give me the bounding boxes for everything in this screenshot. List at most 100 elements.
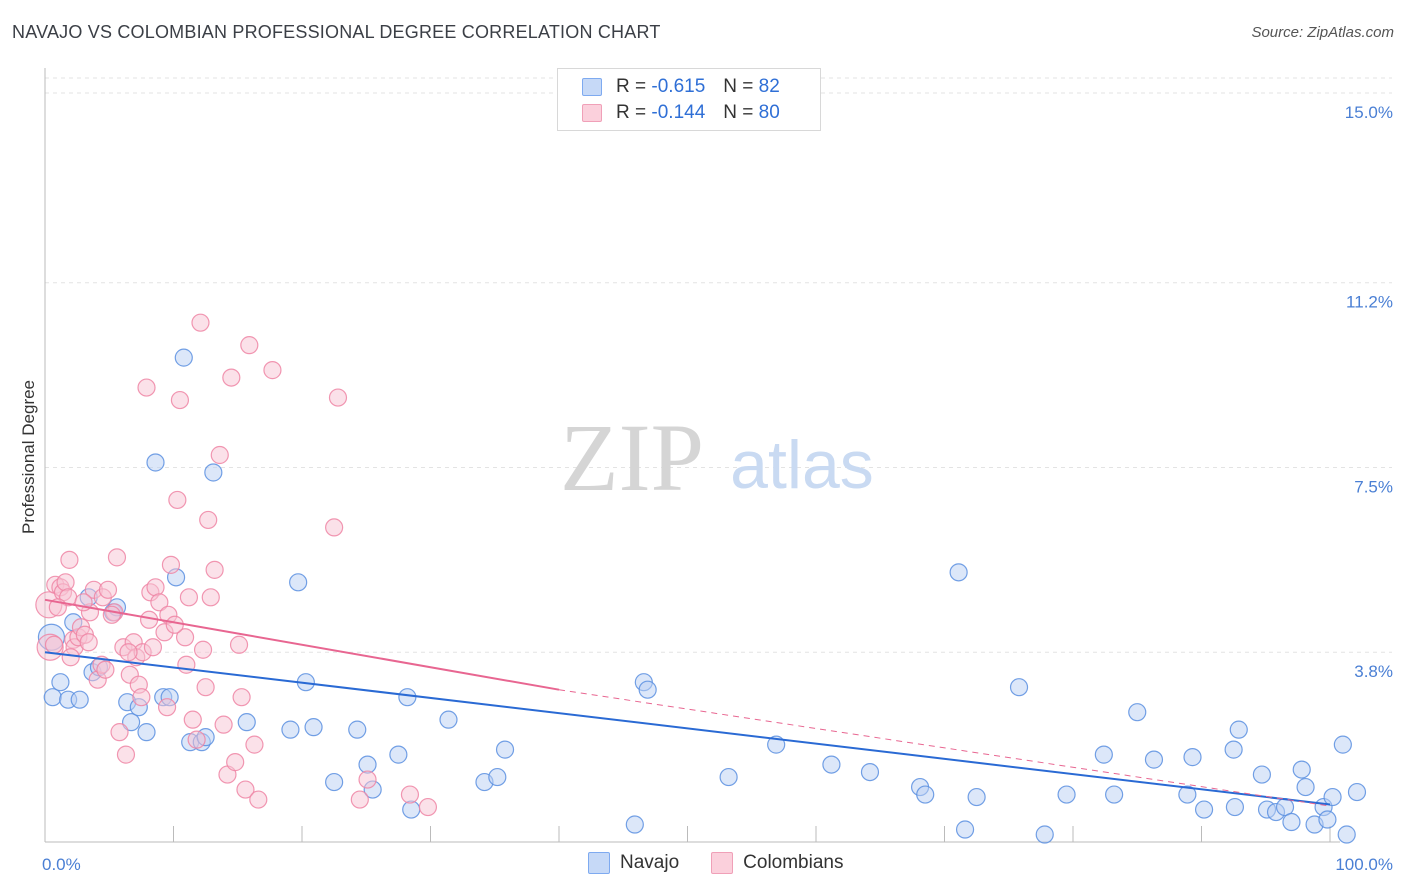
legend-item-navajo[interactable]: Navajo bbox=[588, 852, 679, 874]
colombians-point bbox=[170, 390, 190, 410]
navajo-point bbox=[1183, 748, 1202, 767]
navajo-point bbox=[1292, 760, 1311, 779]
colombians-point bbox=[358, 770, 377, 789]
navajo-point bbox=[638, 680, 657, 699]
y-tick-label: 3.8% bbox=[1354, 662, 1393, 681]
r-value: -0.144 bbox=[651, 102, 706, 123]
r-value: -0.615 bbox=[651, 76, 706, 97]
navajo-point bbox=[402, 800, 421, 819]
colombians-point bbox=[226, 753, 245, 772]
colombians-point bbox=[205, 560, 224, 579]
navajo-legend-label: Navajo bbox=[620, 852, 680, 873]
navajo-point bbox=[1144, 750, 1164, 769]
colombians-trend-extension bbox=[558, 689, 1331, 807]
y-axis-tick-labels: 3.8% 7.5% 11.2% 15.0% bbox=[1345, 103, 1393, 681]
colombians-point bbox=[107, 548, 127, 567]
navajo-point bbox=[625, 815, 644, 834]
navajo-point bbox=[1178, 785, 1197, 804]
colombians-point bbox=[61, 648, 80, 667]
colombians-point bbox=[150, 593, 169, 612]
colombians-point bbox=[44, 635, 64, 654]
colombians-point bbox=[201, 588, 220, 607]
colombians-point bbox=[187, 730, 206, 749]
navajo-point bbox=[1009, 678, 1029, 697]
n-label: N = bbox=[723, 76, 754, 97]
colombians-point bbox=[79, 633, 98, 652]
stats-legend: R = -0.615 N = 82 R = -0.144 N = 80 bbox=[557, 68, 821, 131]
colombians-point bbox=[157, 698, 177, 717]
colombians-point bbox=[418, 797, 438, 817]
navajo-point bbox=[1296, 777, 1315, 797]
colombians-point bbox=[143, 638, 163, 657]
colombians-point bbox=[328, 388, 348, 407]
colombians-point bbox=[193, 640, 213, 659]
colombians-point bbox=[325, 518, 344, 537]
navajo-swatch bbox=[582, 78, 602, 96]
navajo-point bbox=[281, 720, 300, 739]
colombians-point bbox=[110, 723, 129, 742]
legend-row-colombians: R = -0.144 N = 80 bbox=[582, 101, 780, 125]
navajo-point bbox=[304, 718, 323, 737]
colombians-legend-swatch bbox=[711, 852, 734, 874]
colombians-point bbox=[56, 573, 75, 592]
watermark-atlas: atlas bbox=[730, 427, 874, 503]
colombians-point bbox=[161, 555, 181, 574]
colombians-point bbox=[168, 490, 187, 510]
navajo-point bbox=[204, 463, 223, 482]
navajo-point bbox=[949, 563, 968, 582]
n-value: 80 bbox=[758, 102, 780, 123]
colombians-point bbox=[263, 361, 282, 380]
navajo-point bbox=[1282, 812, 1301, 832]
colombians-point bbox=[98, 580, 118, 599]
navajo-point bbox=[967, 787, 986, 807]
navajo-point bbox=[70, 690, 89, 709]
navajo-point bbox=[1105, 785, 1124, 804]
navajo-point bbox=[146, 453, 165, 472]
colombians-point bbox=[245, 735, 264, 754]
colombians-point bbox=[165, 615, 184, 634]
legend-row-navajo: R = -0.615 N = 82 bbox=[582, 75, 780, 99]
navajo-point bbox=[1194, 800, 1214, 819]
navajo-point bbox=[1094, 745, 1113, 764]
n-value: 82 bbox=[758, 76, 780, 97]
colombians-point bbox=[232, 688, 251, 707]
colombians-point bbox=[199, 510, 218, 530]
navajo-point bbox=[439, 710, 458, 729]
navajo-point bbox=[822, 755, 841, 774]
colombians-point bbox=[175, 628, 195, 647]
colombians-point bbox=[210, 445, 229, 465]
colombians-point bbox=[222, 368, 241, 387]
navajo-point bbox=[1057, 785, 1076, 804]
navajo-point bbox=[348, 720, 367, 739]
navajo-point bbox=[325, 772, 344, 792]
colombians-point bbox=[236, 780, 255, 799]
y-axis-label: Professional Degree bbox=[19, 380, 38, 534]
navajo-point bbox=[1035, 825, 1054, 844]
x-tick-label-max: 100.0% bbox=[1335, 855, 1393, 874]
navajo-point bbox=[51, 673, 70, 692]
y-tick-label: 15.0% bbox=[1345, 103, 1393, 122]
x-axis-ticks bbox=[44, 826, 1331, 842]
colombians-swatch bbox=[582, 104, 602, 122]
source-label: Source: ZipAtlas.com bbox=[1251, 24, 1394, 41]
navajo-point bbox=[1225, 797, 1245, 817]
navajo-point bbox=[916, 785, 935, 804]
legend-item-colombians[interactable]: Colombians bbox=[711, 852, 843, 874]
colombians-point bbox=[214, 715, 233, 734]
navajo-point bbox=[1333, 735, 1352, 754]
colombians-legend-label: Colombians bbox=[743, 852, 844, 873]
navajo-point bbox=[398, 688, 417, 707]
colombians-point bbox=[102, 605, 121, 624]
colombians-point bbox=[196, 678, 215, 697]
series-colombians bbox=[35, 313, 438, 817]
n-label: N = bbox=[723, 102, 754, 123]
navajo-point bbox=[1318, 810, 1337, 829]
y-tick-label: 7.5% bbox=[1354, 477, 1393, 496]
navajo-trend-line bbox=[44, 651, 1331, 806]
navajo-point bbox=[1337, 825, 1356, 844]
colombians-point bbox=[183, 710, 202, 729]
navajo-point bbox=[955, 820, 975, 839]
navajo-point bbox=[1128, 703, 1147, 722]
navajo-point bbox=[495, 740, 515, 759]
data-points bbox=[35, 313, 1367, 844]
